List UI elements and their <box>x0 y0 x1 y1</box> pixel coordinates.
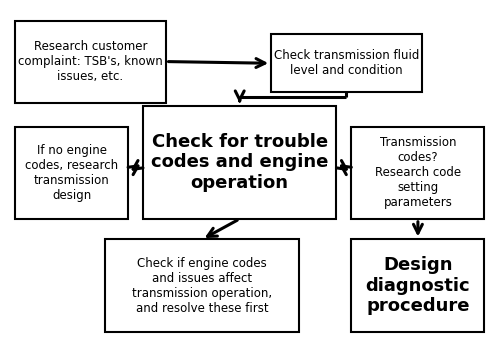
FancyBboxPatch shape <box>271 34 421 92</box>
FancyBboxPatch shape <box>15 21 165 103</box>
FancyBboxPatch shape <box>15 127 128 219</box>
Text: Transmission
codes?
Research code
setting
parameters: Transmission codes? Research code settin… <box>374 136 460 209</box>
Text: Design
diagnostic
procedure: Design diagnostic procedure <box>365 256 469 315</box>
FancyBboxPatch shape <box>143 106 336 219</box>
FancyBboxPatch shape <box>105 239 298 332</box>
Text: Check transmission fluid
level and condition: Check transmission fluid level and condi… <box>273 49 418 77</box>
Text: If no engine
codes, research
transmission
design: If no engine codes, research transmissio… <box>25 144 118 202</box>
FancyBboxPatch shape <box>351 239 483 332</box>
Text: Check for trouble
codes and engine
operation: Check for trouble codes and engine opera… <box>151 133 328 192</box>
Text: Research customer
complaint: TSB's, known
issues, etc.: Research customer complaint: TSB's, know… <box>18 40 162 83</box>
FancyBboxPatch shape <box>351 127 483 219</box>
Text: Check if engine codes
and issues affect
transmission operation,
and resolve thes: Check if engine codes and issues affect … <box>132 256 272 315</box>
